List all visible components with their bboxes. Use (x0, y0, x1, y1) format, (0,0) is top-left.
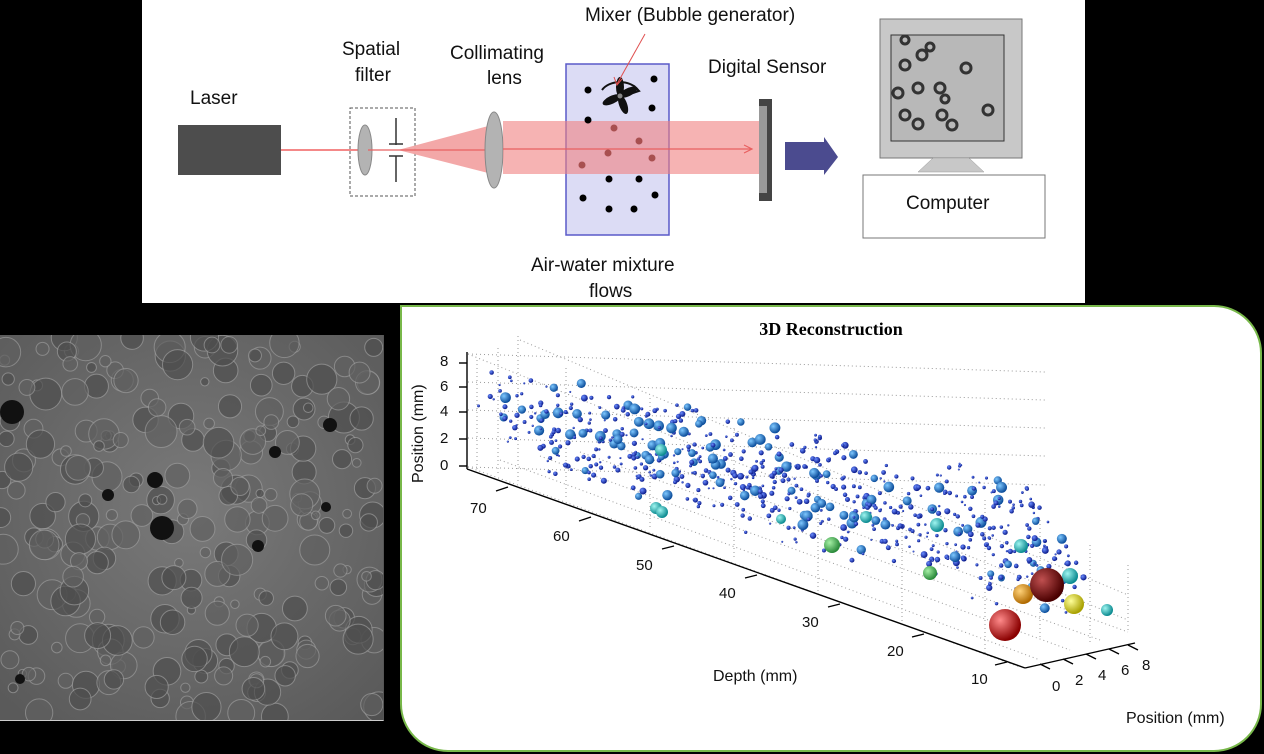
bubble-cyan (655, 444, 667, 456)
pos-tick-6: 6 (1121, 662, 1130, 679)
bubble-cyan (656, 506, 668, 518)
z-tick-0: 0 (440, 457, 449, 474)
depth-tick-70: 70 (470, 500, 487, 517)
z-axis-label: Position (mm) (1126, 710, 1225, 727)
pos-tick-0: 0 (1052, 678, 1061, 695)
collimating-lens-icon (484, 111, 504, 189)
depth-tick-60: 60 (553, 528, 570, 545)
scatter-3d-plot (459, 336, 1139, 670)
bubble-orange (1013, 584, 1033, 604)
bubble-cyan (776, 514, 786, 524)
laser-icon (178, 125, 281, 175)
mixer-label: Mixer (Bubble generator) (585, 5, 796, 26)
bubble-green (923, 566, 937, 580)
depth-tick-40: 40 (719, 585, 736, 602)
x-axis-label: Depth (mm) (713, 668, 798, 685)
depth-tick-50: 50 (636, 557, 653, 574)
z-tick-8: 8 (440, 353, 449, 370)
bubble-cyan (860, 511, 872, 523)
z-tick-4: 4 (440, 403, 449, 420)
bubble-cyan (1062, 568, 1078, 584)
computer-label: Computer (906, 193, 990, 214)
reconstruction-panel: 3D Reconstruction (400, 305, 1262, 752)
hologram-bubbles (0, 335, 383, 720)
z-tick-2: 2 (440, 430, 449, 447)
data-transfer-arrow-icon (785, 137, 838, 175)
spatial-filter-box (349, 107, 416, 197)
bubble-red (989, 609, 1021, 641)
bubble-cyan (930, 518, 944, 532)
bubbles (579, 75, 659, 213)
schematic-graphics (178, 18, 1046, 239)
collimating-lens-label-line1: Collimating (450, 43, 544, 64)
collimating-lens-label-line2: lens (487, 68, 522, 89)
laser-label: Laser (190, 88, 238, 109)
bubble-green (824, 537, 840, 553)
mixture-label-line1: Air-water mixture (531, 255, 675, 276)
setup-schematic: Laser Spatial filter Collimating lens Mi… (142, 0, 1085, 303)
pos-tick-4: 4 (1098, 667, 1107, 684)
spatial-filter-label-line1: Spatial (342, 39, 401, 60)
depth-tick-20: 20 (887, 643, 904, 660)
y-axis-label: Position (mm) (410, 384, 427, 483)
bubble-cyan (1014, 539, 1028, 553)
reconstruction-title: 3D Reconstruction (759, 319, 903, 339)
depth-tick-30: 30 (802, 614, 819, 631)
digital-sensor-label: Digital Sensor (708, 57, 827, 78)
pos-tick-8: 8 (1142, 657, 1151, 674)
mixture-label-line2: flows (589, 281, 633, 302)
depth-tick-10: 10 (971, 671, 988, 688)
bubble-cyan (1101, 604, 1113, 616)
spatial-filter-label-line2: filter (355, 65, 391, 86)
hologram-image (0, 335, 384, 721)
plot-axes (459, 352, 1139, 670)
bubble-yellow (1064, 594, 1084, 614)
bubble-darkred (1030, 568, 1064, 602)
pos-tick-2: 2 (1075, 672, 1084, 689)
computer-monitor-icon (862, 18, 1046, 239)
z-tick-6: 6 (440, 378, 449, 395)
collimated-beam (503, 121, 763, 174)
